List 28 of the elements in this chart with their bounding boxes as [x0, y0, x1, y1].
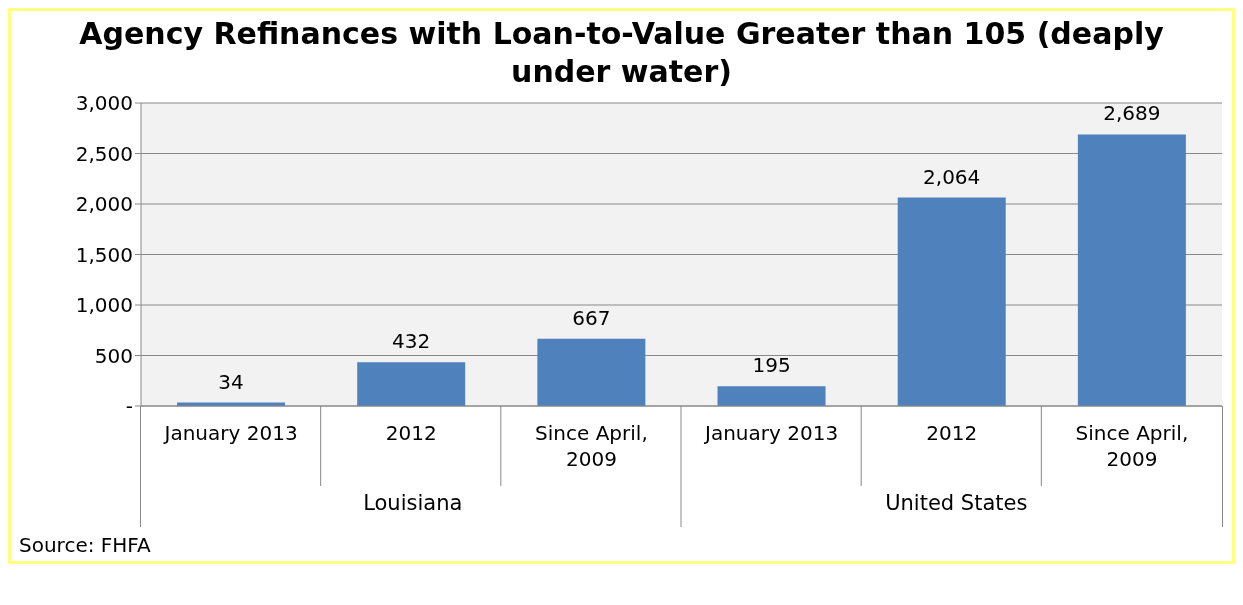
- bar: [717, 386, 826, 406]
- y-tick-label: 2,500: [75, 141, 133, 166]
- data-label: 34: [218, 369, 244, 394]
- bar: [357, 362, 466, 406]
- x-tick-label: January 2013: [162, 421, 298, 445]
- data-label: 2,064: [923, 164, 981, 189]
- y-tick-label: 1,000: [75, 293, 133, 318]
- y-tick-label: -: [125, 394, 133, 419]
- x-tick-label: January 2013: [703, 421, 839, 445]
- chart-title: Agency Refinances with Loan-to-Value Greater than 105 (deaply under water): [78, 15, 1165, 91]
- x-tick-label: 2012: [926, 421, 978, 445]
- bar: [537, 338, 646, 406]
- source-note: Source: FHFA: [18, 532, 152, 559]
- data-label: 2,689: [1103, 101, 1161, 126]
- bar: [897, 197, 1006, 406]
- text: United States: [884, 491, 1029, 515]
- x-tick-label: Since April, 2009: [1075, 421, 1189, 471]
- text: Louisiana: [362, 491, 464, 515]
- y-tick-label: 2,000: [75, 192, 133, 217]
- data-label: 432: [392, 329, 431, 354]
- bar: [1077, 134, 1186, 406]
- y-tick-label: 1,500: [75, 242, 133, 267]
- x-tick-label: 2012: [385, 421, 437, 445]
- x-tick-label: Since April, 2009: [535, 421, 648, 471]
- y-tick-label: 3,000: [75, 91, 133, 116]
- data-label: 195: [752, 353, 791, 378]
- data-label: 667: [572, 305, 611, 330]
- y-tick-label: 500: [94, 343, 133, 368]
